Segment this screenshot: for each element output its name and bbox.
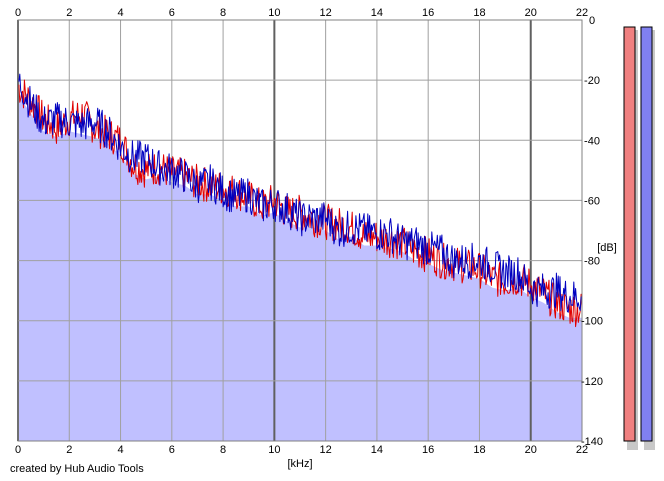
x-tick-label-bottom: 20 bbox=[525, 444, 537, 456]
x-tick-label-top: 12 bbox=[320, 7, 332, 19]
y-axis-label: [dB] bbox=[597, 242, 617, 254]
axes: 002244668810101212141416161818202022220-… bbox=[15, 7, 603, 456]
x-tick-label-top: 14 bbox=[371, 7, 383, 19]
x-tick-label-bottom: 18 bbox=[473, 444, 485, 456]
x-tick-label-bottom: 0 bbox=[15, 444, 21, 456]
level-meters bbox=[623, 26, 655, 450]
y-tick-label: -60 bbox=[584, 195, 600, 207]
x-tick-label-top: 8 bbox=[220, 7, 226, 19]
x-tick-label-bottom: 14 bbox=[371, 444, 383, 456]
x-tick-label-top: 2 bbox=[66, 7, 72, 19]
y-tick-label: -40 bbox=[584, 135, 600, 147]
x-tick-label-bottom: 6 bbox=[169, 444, 175, 456]
level-meter-1 bbox=[623, 26, 636, 442]
y-tick-label: -120 bbox=[581, 376, 603, 388]
x-tick-label-top: 10 bbox=[268, 7, 280, 19]
x-tick-label-bottom: 12 bbox=[320, 444, 332, 456]
x-tick-label-bottom: 22 bbox=[576, 444, 588, 456]
plot-border bbox=[17, 19, 583, 442]
x-tick-label-top: 16 bbox=[422, 7, 434, 19]
level-meter-2 bbox=[640, 26, 653, 442]
x-tick-label-bottom: 8 bbox=[220, 444, 226, 456]
x-tick-label-top: 6 bbox=[169, 7, 175, 19]
y-tick-label: 0 bbox=[589, 15, 595, 27]
y-tick-label: -140 bbox=[581, 436, 603, 448]
y-tick-label: -80 bbox=[584, 256, 600, 268]
x-tick-label-bottom: 2 bbox=[66, 444, 72, 456]
x-tick-label-bottom: 10 bbox=[268, 444, 280, 456]
x-tick-label-top: 20 bbox=[525, 7, 537, 19]
credit-text: created by Hub Audio Tools bbox=[10, 463, 144, 475]
y-tick-label: -20 bbox=[584, 75, 600, 87]
x-tick-label-bottom: 4 bbox=[117, 444, 123, 456]
x-tick-label-top: 22 bbox=[576, 7, 588, 19]
series-line-2 bbox=[17, 73, 583, 313]
x-tick-label-top: 0 bbox=[15, 7, 21, 19]
x-axis-label: [kHz] bbox=[287, 458, 312, 470]
series-lines bbox=[17, 73, 583, 328]
x-tick-label-top: 4 bbox=[117, 7, 123, 19]
x-tick-label-bottom: 16 bbox=[422, 444, 434, 456]
y-tick-label: -100 bbox=[581, 316, 603, 328]
x-tick-label-top: 18 bbox=[473, 7, 485, 19]
